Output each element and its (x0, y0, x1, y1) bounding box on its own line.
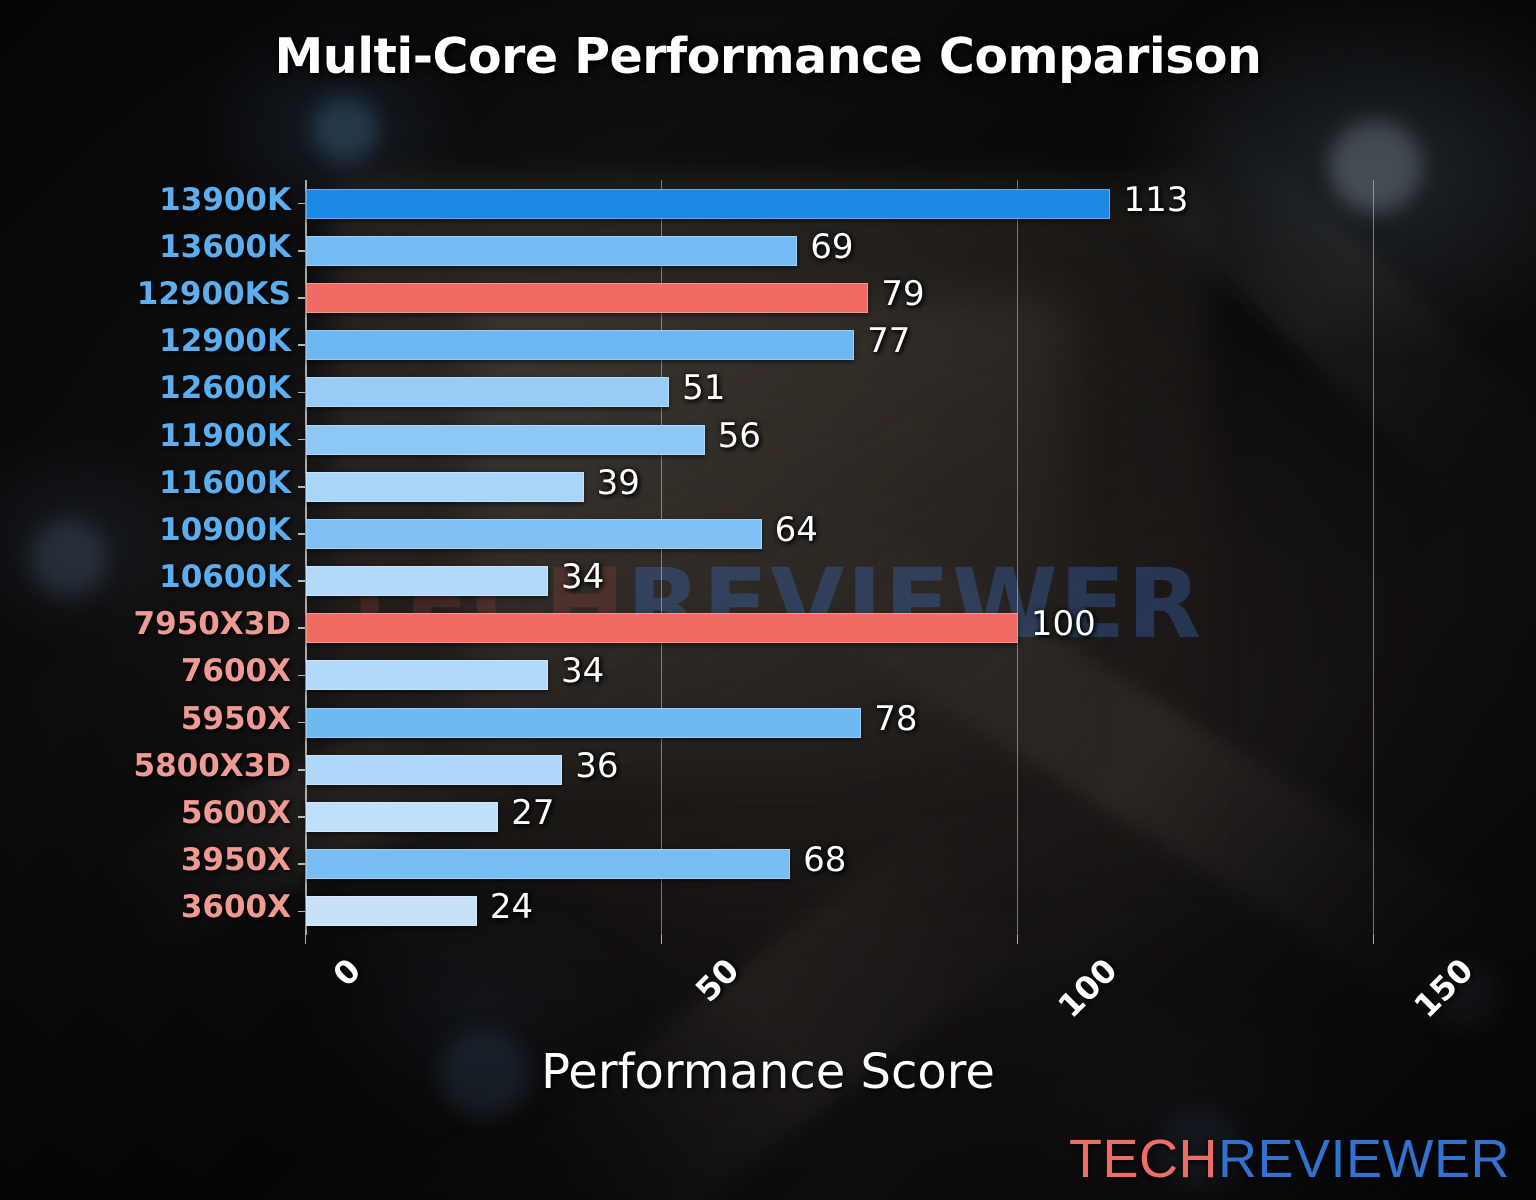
y-tick-mark-5600x (298, 816, 305, 818)
bar-12900ks (306, 282, 869, 313)
y-tick-mark-7600x (298, 674, 305, 677)
y-axis-label-7950x3d: 7950X3D (133, 606, 291, 643)
y-tick-mark-13600k (298, 249, 305, 252)
y-axis-label-12900ks: 12900KS (136, 275, 291, 312)
bar-5950x (306, 707, 862, 738)
x-axis-label: Performance Score (541, 1044, 995, 1100)
bar-value-10900k: 64 (774, 509, 818, 550)
y-axis-label-12900k: 12900K (159, 323, 291, 360)
gridline-50 (660, 180, 662, 935)
bar-value-11900k: 56 (717, 415, 761, 456)
y-axis-label-11900k: 11900K (159, 417, 291, 454)
y-tick-mark-3950x (298, 863, 305, 865)
y-axis-label-5600x: 5600X (180, 795, 291, 832)
y-axis-label-10600k: 10600K (159, 559, 291, 596)
bar-value-12600k: 51 (682, 368, 726, 409)
bar-value-7950x3d: 100 (1030, 604, 1096, 645)
bar-value-3950x: 68 (803, 840, 847, 881)
y-axis-label-7600x: 7600X (180, 653, 291, 690)
bar-3600x (306, 896, 477, 927)
bar-value-13600k: 69 (810, 226, 854, 267)
y-tick-mark-12900ks (298, 297, 305, 299)
bar-value-13900k: 113 (1123, 179, 1189, 220)
bar-value-7600x: 34 (561, 651, 605, 692)
x-tick-mark-150 (1372, 935, 1374, 944)
y-axis-label-12600k: 12600K (159, 370, 291, 407)
bar-10900k (306, 518, 762, 549)
logo-reviewer-text: REVIEWER (1217, 1129, 1510, 1189)
x-tick-label-50: 50 (687, 951, 747, 1010)
x-tick-label-100: 100 (1050, 951, 1125, 1026)
bar-13900k (306, 188, 1111, 219)
bar-13600k (306, 235, 798, 266)
bar-value-5950x: 78 (874, 698, 918, 739)
y-axis-label-5800x3d: 5800X3D (133, 747, 291, 784)
bar-5800x3d (306, 754, 563, 785)
bar-12600k (306, 377, 670, 408)
y-tick-mark-10900k (298, 533, 305, 535)
y-tick-mark-13900k (298, 202, 305, 205)
y-axis-spine (305, 180, 307, 935)
y-tick-mark-11600k (298, 485, 305, 488)
bar-value-3600x: 24 (489, 887, 534, 928)
bar-7600x (306, 660, 549, 691)
bar-11900k (306, 424, 705, 455)
bar-11600k (306, 471, 584, 502)
bar-value-11600k: 39 (596, 462, 640, 503)
x-tick-mark-100 (1016, 935, 1018, 944)
x-tick-label-150: 150 (1406, 951, 1481, 1026)
y-tick-mark-5950x (298, 721, 305, 724)
y-tick-mark-10600k (298, 580, 305, 582)
bar-value-10600k: 34 (561, 557, 605, 598)
y-axis-label-11600k: 11600K (159, 464, 291, 501)
gridline-100 (1016, 180, 1018, 935)
y-axis-label-5950x: 5950X (180, 700, 291, 737)
bar-12900k (306, 330, 855, 361)
bar-value-12900k: 77 (867, 321, 911, 362)
y-axis-label-10900k: 10900K (159, 511, 291, 548)
x-tick-label-0: 0 (325, 951, 369, 994)
y-axis-label-13900k: 13900K (159, 181, 291, 218)
brand-logo: TECHREVIEWER (1069, 1128, 1510, 1190)
gridline-150 (1372, 180, 1374, 935)
y-tick-mark-12600k (298, 391, 305, 394)
y-axis-label-3600x: 3600X (180, 889, 291, 926)
bar-3950x (306, 849, 791, 880)
bar-7950x3d (306, 613, 1018, 644)
y-tick-mark-11900k (298, 438, 305, 441)
y-axis-label-13600k: 13600K (159, 228, 291, 265)
logo-tech-text: TECH (1068, 1129, 1218, 1189)
y-tick-mark-12900k (298, 344, 305, 346)
x-tick-mark-50 (660, 935, 662, 944)
bar-5600x (306, 802, 499, 833)
bar-10600k (306, 566, 549, 597)
bar-value-12900ks: 79 (881, 273, 925, 314)
plot-area: 113 69 79 77 51 56 39 64 34 100 34 78 36 27 68 24 (298, 179, 1501, 944)
bar-value-5800x3d: 36 (575, 745, 619, 786)
y-axis-label-3950x: 3950X (180, 842, 291, 879)
page-title: Multi-Core Performance Comparison (274, 28, 1262, 85)
bar-value-5600x: 27 (511, 793, 555, 834)
x-tick-mark-0 (305, 935, 306, 944)
y-tick-mark-3600x (298, 910, 305, 913)
y-tick-mark-5800x3d (298, 769, 305, 771)
y-tick-mark-7950x3d (298, 627, 305, 630)
